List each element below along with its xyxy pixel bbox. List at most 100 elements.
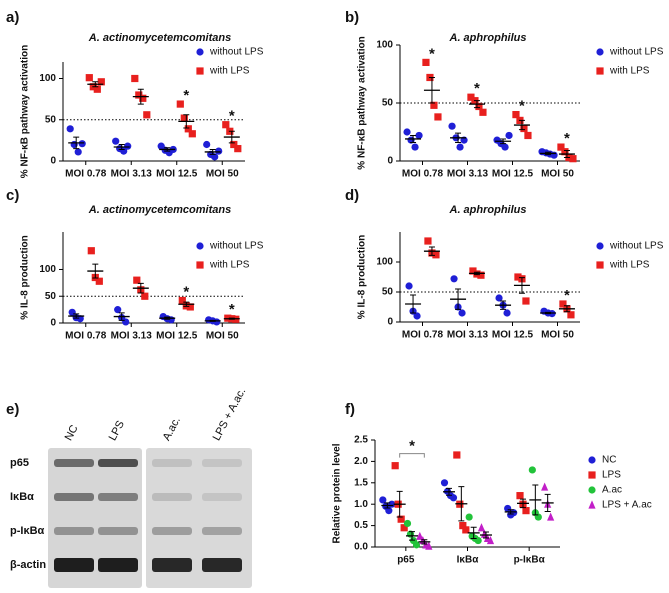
blot-membrane bbox=[146, 448, 252, 588]
legend-marker bbox=[596, 67, 604, 75]
y-tick-label: 2.0 bbox=[354, 456, 368, 467]
y-tick-label: 0.5 bbox=[354, 520, 368, 531]
panel-label: b) bbox=[345, 9, 359, 26]
data-point bbox=[450, 275, 458, 283]
data-point bbox=[385, 507, 393, 515]
panel-label: f) bbox=[345, 401, 355, 418]
y-tick-label: 0.0 bbox=[354, 542, 368, 553]
legend-label: without LPS bbox=[209, 47, 264, 58]
error-bar bbox=[73, 313, 80, 319]
data-point bbox=[97, 78, 105, 86]
data-point bbox=[411, 143, 419, 151]
band bbox=[202, 459, 242, 467]
data-point bbox=[180, 114, 188, 122]
significance-bracket bbox=[399, 453, 425, 458]
data-point bbox=[512, 111, 520, 119]
data-point bbox=[522, 297, 530, 305]
data-point bbox=[459, 522, 467, 530]
data-point bbox=[234, 145, 242, 153]
data-point bbox=[76, 315, 84, 323]
band bbox=[152, 493, 192, 501]
data-point bbox=[139, 94, 147, 102]
data-point bbox=[528, 466, 536, 474]
band bbox=[202, 493, 242, 501]
y-axis-label: % NF-κB pathway activation bbox=[357, 36, 368, 169]
data-point bbox=[403, 519, 412, 528]
legend-marker bbox=[596, 261, 604, 269]
error-bar bbox=[428, 246, 435, 256]
x-tick-label: MOI 12.5 bbox=[492, 330, 534, 341]
data-point bbox=[379, 496, 387, 504]
error-bar bbox=[410, 134, 417, 143]
y-tick-label: 50 bbox=[382, 98, 394, 109]
y-tick-label: 0 bbox=[387, 317, 393, 328]
data-point bbox=[479, 108, 487, 116]
blot-panel bbox=[48, 448, 252, 588]
data-point bbox=[412, 541, 421, 549]
significance-label: * bbox=[183, 283, 189, 300]
data-point bbox=[413, 312, 421, 320]
data-point bbox=[143, 111, 151, 119]
panel-label: d) bbox=[345, 187, 359, 204]
data-point bbox=[522, 507, 530, 515]
data-point bbox=[453, 451, 461, 459]
data-point bbox=[85, 74, 93, 82]
lane-label: NC bbox=[63, 423, 81, 443]
y-axis-label: % NF-κB pathway activation bbox=[20, 45, 31, 178]
error-bar bbox=[209, 319, 216, 322]
error-bar bbox=[500, 138, 507, 145]
error-bar bbox=[396, 490, 403, 518]
error-bar bbox=[483, 531, 489, 539]
data-point bbox=[477, 523, 486, 532]
row-label: p-IκBα bbox=[10, 525, 45, 537]
lane-label: LPS bbox=[107, 419, 127, 443]
data-point bbox=[550, 151, 558, 159]
band bbox=[202, 558, 242, 572]
band bbox=[152, 459, 192, 467]
band bbox=[98, 527, 138, 535]
data-point bbox=[477, 271, 485, 279]
y-tick-label: 100 bbox=[39, 73, 56, 84]
error-bar bbox=[421, 539, 428, 545]
x-tick-label: MOI 50 bbox=[541, 169, 574, 180]
data-point bbox=[505, 131, 513, 140]
chart-title: A. actinomycetemcomitans bbox=[88, 32, 231, 44]
y-tick-label: 100 bbox=[376, 257, 393, 268]
data-point bbox=[503, 309, 511, 317]
panel-label: e) bbox=[6, 401, 19, 418]
legend-label: with LPS bbox=[209, 66, 250, 77]
y-axis-label: Relative protein level bbox=[332, 443, 343, 543]
y-tick-label: 50 bbox=[382, 287, 394, 298]
data-point bbox=[467, 93, 475, 101]
data-point bbox=[93, 85, 101, 93]
x-tick-label: MOI 12.5 bbox=[492, 169, 534, 180]
band bbox=[98, 459, 138, 467]
data-point bbox=[400, 524, 408, 532]
error-bar bbox=[410, 294, 417, 314]
data-point bbox=[74, 148, 82, 156]
y-tick-label: 1.5 bbox=[354, 477, 368, 488]
error-bar bbox=[532, 484, 539, 516]
x-tick-label: MOI 0.78 bbox=[402, 330, 444, 341]
data-point bbox=[434, 113, 442, 121]
data-point bbox=[215, 147, 223, 155]
error-bar bbox=[118, 312, 125, 321]
data-point bbox=[541, 482, 549, 491]
legend-marker bbox=[596, 242, 604, 250]
data-point bbox=[432, 251, 440, 259]
x-tick-label: MOI 3.13 bbox=[447, 169, 489, 180]
error-bar bbox=[228, 130, 235, 144]
data-point bbox=[178, 296, 186, 305]
x-tick-label: MOI 50 bbox=[541, 330, 574, 341]
error-bar bbox=[458, 486, 465, 522]
data-point bbox=[440, 479, 449, 487]
error-bar bbox=[118, 144, 125, 150]
error-bar bbox=[473, 100, 480, 109]
error-bar bbox=[545, 151, 552, 156]
error-bar bbox=[446, 487, 452, 496]
y-tick-label: 0 bbox=[50, 318, 56, 329]
band bbox=[202, 527, 242, 535]
data-point bbox=[78, 140, 86, 148]
legend-marker bbox=[588, 471, 596, 479]
data-point bbox=[486, 535, 495, 545]
